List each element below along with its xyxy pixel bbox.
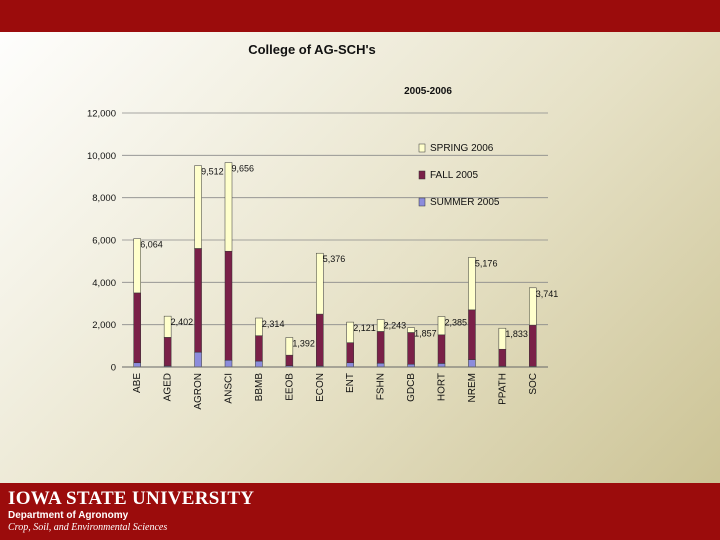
bar-segment (133, 292, 141, 364)
data-label: 2,314 (262, 319, 285, 329)
legend-swatch (418, 197, 426, 207)
bar-segment (194, 351, 202, 368)
data-label: 6,064 (140, 240, 163, 250)
x-tick-label: AGED (163, 373, 174, 401)
x-tick-label: SOC (528, 373, 539, 395)
data-label: 5,176 (475, 258, 498, 268)
x-tick-label: GDCB (406, 373, 417, 402)
department-subtitle: Crop, Soil, and Environmental Sciences (8, 522, 168, 533)
y-tick-label: 0 (111, 363, 116, 374)
data-label: 3,741 (536, 289, 559, 299)
x-tick-label: HORT (437, 373, 448, 401)
bar-segment (498, 327, 507, 350)
x-tick-label: BBMB (254, 373, 265, 402)
legend-swatch (418, 143, 426, 153)
top-banner (0, 0, 720, 32)
y-tick-label: 2,000 (92, 320, 116, 331)
bar-segment (529, 324, 537, 367)
bar-segment (316, 252, 324, 315)
x-tick-label: PPATH (497, 373, 508, 405)
bar-segment (255, 360, 263, 368)
bar-segment (376, 362, 385, 368)
bar-segment (316, 313, 324, 367)
legend-label: FALL 2005 (430, 170, 478, 181)
bar-segment (376, 319, 385, 332)
x-tick-label: EEOB (284, 373, 295, 401)
data-label: 2,121 (353, 323, 376, 333)
x-tick-label: ABE (132, 373, 143, 393)
bar-segment (163, 315, 172, 338)
bar-segment (346, 321, 354, 343)
bar-segment (437, 363, 446, 368)
bar-segment (437, 316, 446, 336)
data-label: 9,512 (201, 167, 224, 177)
x-tick-label: AGRON (193, 373, 204, 410)
gridlines (122, 112, 548, 326)
data-label: 9,656 (232, 164, 255, 174)
y-tick-label: 12,000 (87, 109, 116, 120)
bar-segment (133, 238, 141, 294)
data-label: 1,857 (414, 329, 437, 339)
x-tick-label: NREM (467, 373, 478, 402)
bar-segment (468, 359, 476, 368)
data-label: 1,833 (505, 329, 528, 339)
bar-segment (346, 362, 354, 368)
x-tick-label: ECON (315, 373, 326, 402)
x-tick-label: ENT (345, 373, 356, 393)
bar-segment (194, 165, 202, 249)
bar-segment (468, 309, 476, 360)
data-label: 5,376 (323, 254, 346, 264)
x-tick-label: ANSCI (224, 373, 235, 404)
chart-title: College of AG-SCH's (248, 42, 376, 57)
bar-segment (224, 359, 233, 368)
axes: 0 2,000 4,000 6,000 8,000 10,000 12,000 (87, 109, 548, 374)
university-name: IOWA STATE UNIVERSITY (8, 488, 255, 509)
bars (133, 162, 537, 368)
legend-swatch (418, 170, 426, 180)
bar-segment (224, 250, 233, 361)
bar-segment (224, 162, 233, 252)
x-tick-label: FSHN (376, 373, 387, 400)
bar-segment (194, 248, 202, 353)
bar-segment (285, 337, 294, 356)
data-label: 2,402 (171, 317, 194, 327)
chart: College of AG-SCH's 2005-2006 0 2,000 4,00… (87, 42, 558, 410)
y-tick-label: 10,000 (87, 151, 116, 162)
legend: SPRING 2006 FALL 2005 SUMMER 2005 (418, 143, 500, 208)
data-label: 2,243 (384, 321, 407, 331)
y-tick-label: 8,000 (92, 193, 116, 204)
bar-segment (437, 334, 446, 364)
bar-segment (376, 331, 385, 364)
y-tick-label: 6,000 (92, 236, 116, 247)
department-name: Department of Agronomy (8, 510, 129, 521)
bar-segment (468, 257, 476, 311)
bar-segment (133, 362, 141, 368)
bar-segment (255, 335, 263, 362)
bar-segment (498, 348, 507, 367)
footer (0, 483, 720, 540)
chart-subtitle: 2005-2006 (404, 86, 452, 97)
bar-segment (346, 342, 354, 364)
bar-segment (163, 337, 172, 367)
bar-segment (407, 327, 415, 333)
bar-segment (285, 354, 294, 366)
data-label: 2,385 (445, 318, 468, 328)
labels: ABE 6,064 AGED 2,402 AGRON 9,512 ANSCI 9,656 BBM… (132, 164, 558, 410)
legend-label: SPRING 2006 (430, 143, 494, 154)
legend-label: SUMMER 2005 (430, 197, 500, 208)
data-label: 1,392 (292, 339, 315, 349)
bar-segment (529, 287, 537, 326)
bar-segment (255, 317, 263, 336)
y-tick-label: 4,000 (92, 278, 116, 289)
